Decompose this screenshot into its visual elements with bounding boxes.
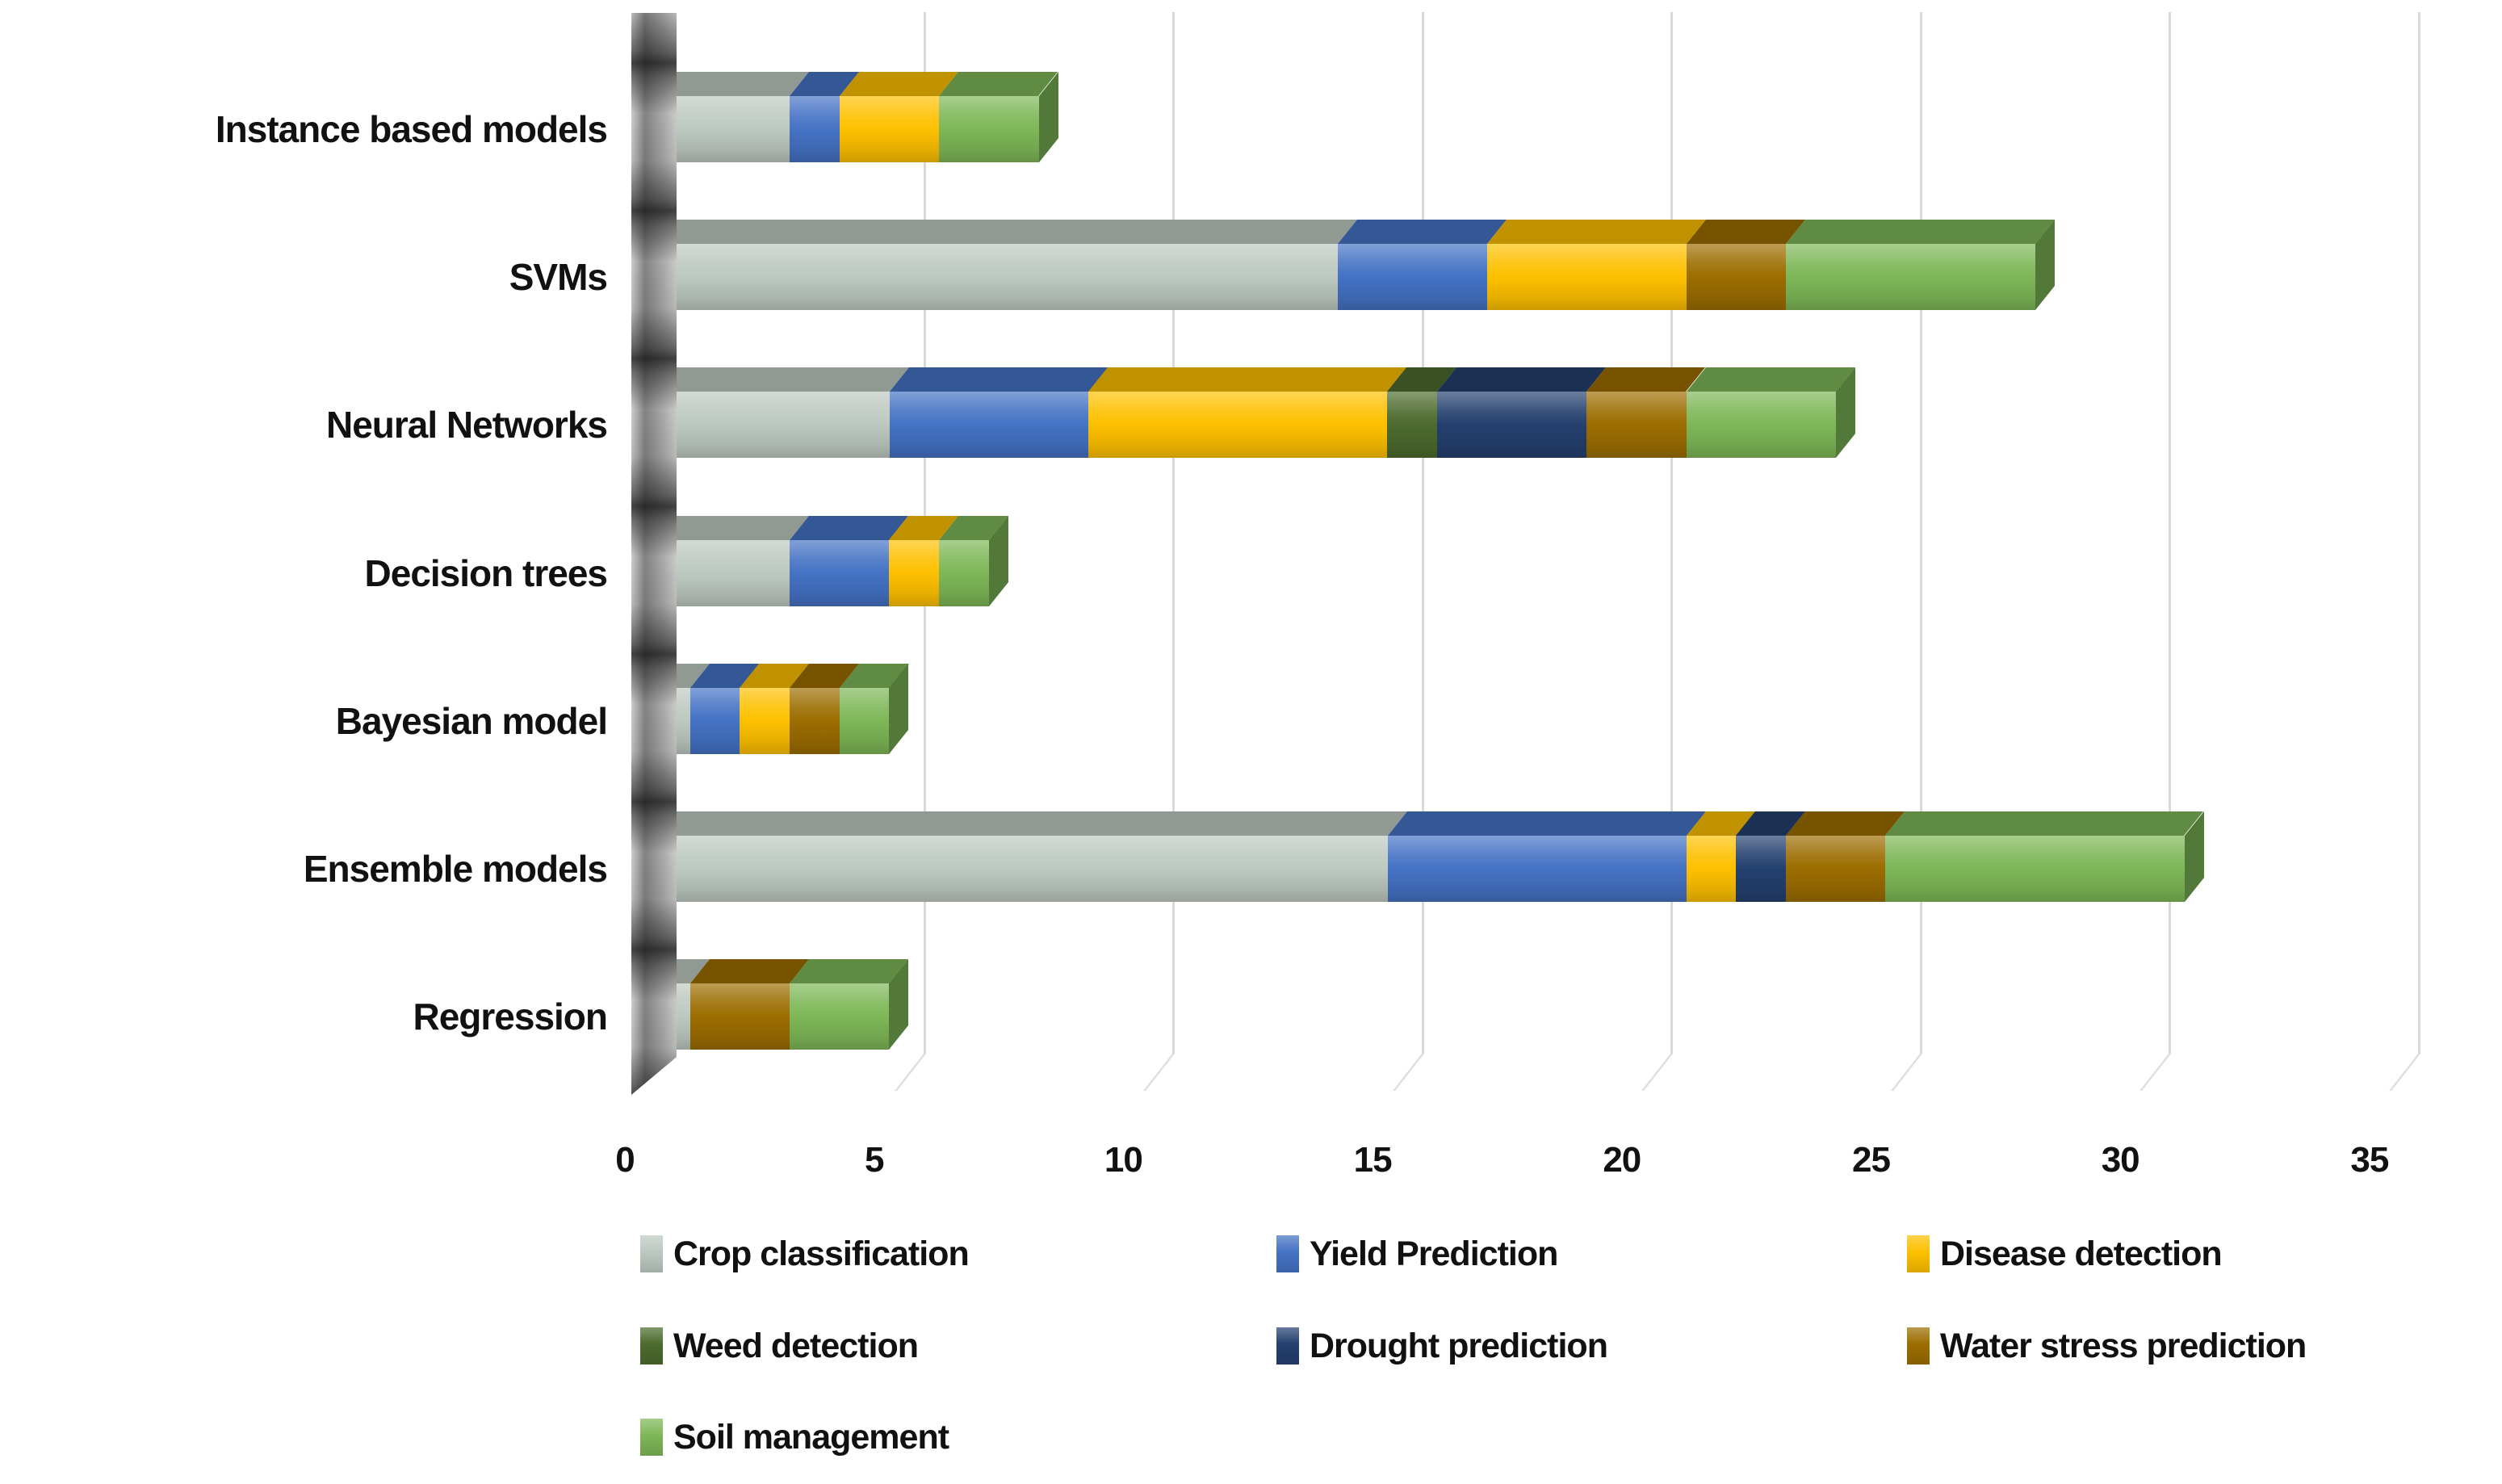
legend-label: Soil management (673, 1417, 949, 1457)
category-label-decision-trees: Decision trees (364, 551, 608, 594)
bar-segment-yield-prediction (689, 663, 760, 754)
x-tick-label-10: 10 (1104, 1140, 1143, 1180)
x-tick-label-15: 15 (1353, 1140, 1393, 1180)
legend-swatch-yield-prediction (1276, 1235, 1299, 1272)
legend-swatch-drought-prediction (1276, 1327, 1299, 1365)
legend-item-crop-classification: Crop classification (640, 1231, 970, 1276)
gridline (1421, 12, 1424, 1054)
bar-segment-soil-management (1786, 220, 2055, 311)
bar-segment-drought-prediction (1437, 367, 1607, 459)
x-tick-label-0: 0 (615, 1140, 635, 1180)
bar-segment-water-stress-prediction (1586, 367, 1706, 459)
bar-segment-water-stress-prediction (1686, 220, 1806, 311)
gridline (1172, 12, 1175, 1054)
category-label-instance-based-models: Instance based models (215, 108, 608, 150)
x-tick-label-35: 35 (2350, 1140, 2389, 1180)
bar-segment-soil-management (1885, 811, 2204, 902)
legend-swatch-water-stress-prediction (1907, 1327, 1930, 1365)
legend-item-drought-prediction: Drought prediction (1276, 1323, 1608, 1369)
bar-segment-soil-management (939, 515, 1008, 606)
bar-segment-water-stress-prediction (1786, 811, 1905, 902)
legend-item-weed-detection: Weed detection (640, 1323, 919, 1369)
legend-label: Weed detection (673, 1326, 919, 1365)
x-tick-label-30: 30 (2101, 1140, 2140, 1180)
bar-segment-water-stress-prediction (689, 959, 810, 1050)
x-tick-label-20: 20 (1603, 1140, 1641, 1180)
gridline (2169, 12, 2171, 1054)
bar-row-neural-networks (640, 367, 1855, 459)
bar-segment-weed-detection (1387, 367, 1457, 459)
gridline (1919, 12, 1922, 1054)
bar-segment-yield-prediction (1387, 811, 1706, 902)
bar-row-svms (640, 220, 2055, 311)
legend-swatch-weed-detection (640, 1327, 663, 1365)
bar-segment-disease-detection (1088, 367, 1407, 459)
bar-segment-disease-detection (740, 663, 810, 754)
bar-segment-disease-detection (1686, 811, 1756, 902)
bar-segment-soil-management (939, 72, 1058, 162)
gridline (2417, 12, 2420, 1054)
legend-item-water-stress-prediction: Water stress prediction (1907, 1323, 2307, 1369)
legend-item-soil-management: Soil management (640, 1415, 949, 1460)
bar-segment-yield-prediction (1337, 220, 1507, 311)
x-tick-label-25: 25 (1852, 1140, 1891, 1180)
bar-segment-crop-classification (640, 367, 909, 459)
category-label-regression: Regression (413, 996, 608, 1038)
bar-segment-disease-detection (839, 72, 959, 162)
legend-swatch-disease-detection (1907, 1235, 1930, 1272)
category-label-neural-networks: Neural Networks (325, 404, 608, 446)
legend-item-yield-prediction: Yield Prediction (1276, 1231, 1558, 1276)
category-label-bayesian-model: Bayesian model (335, 699, 608, 742)
bar-segment-drought-prediction (1736, 811, 1806, 902)
bar-segment-disease-detection (1486, 220, 1706, 311)
bar-segment-disease-detection (889, 515, 959, 606)
legend-label: Drought prediction (1310, 1326, 1608, 1365)
gridline (1670, 12, 1673, 1054)
legend-label: Crop classification (673, 1234, 970, 1273)
legend-swatch-soil-management (640, 1419, 663, 1456)
category-label-svms: SVMs (509, 256, 608, 299)
legend-item-disease-detection: Disease detection (1907, 1231, 2223, 1276)
bar-segment-soil-management (1686, 367, 1855, 459)
legend-label: Yield Prediction (1310, 1234, 1558, 1273)
bar-segment-crop-classification (640, 811, 1407, 902)
bar-segment-yield-prediction (790, 72, 859, 162)
axis-wall-3d (631, 13, 677, 1095)
legend-swatch-crop-classification (640, 1235, 663, 1272)
bar-segment-soil-management (839, 663, 909, 754)
bar-segment-water-stress-prediction (790, 663, 859, 754)
bar-segment-soil-management (790, 959, 909, 1050)
category-label-ensemble-models: Ensemble models (303, 848, 608, 890)
legend-label: Water stress prediction (1940, 1326, 2307, 1365)
bar-row-instance-based-models (640, 72, 1058, 162)
bar-row-ensemble-models (640, 811, 2204, 902)
x-tick-label-5: 5 (864, 1140, 884, 1180)
bar-segment-yield-prediction (790, 515, 909, 606)
bar-segment-yield-prediction (889, 367, 1109, 459)
bar-segment-crop-classification (640, 220, 1357, 311)
legend-label: Disease detection (1940, 1234, 2223, 1273)
